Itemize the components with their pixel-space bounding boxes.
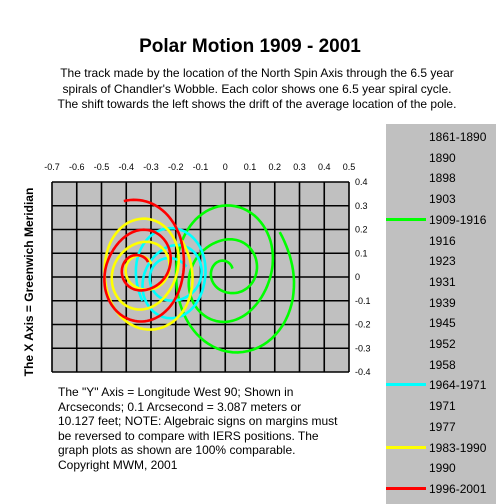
y-tick-label: -0.4: [355, 367, 371, 377]
legend-item: 1996-2001: [386, 480, 496, 498]
x-tick-label: -0.1: [193, 162, 209, 172]
legend-label: 1923: [429, 254, 456, 269]
y-tick-label: -0.1: [355, 296, 371, 306]
x-tick-label: 0: [223, 162, 228, 172]
legend-label: 1958: [429, 357, 456, 372]
legend-item: 1916: [386, 232, 496, 250]
legend-label: 1931: [429, 274, 456, 289]
legend-label: 1939: [429, 295, 456, 310]
legend-label: 1916: [429, 233, 456, 248]
footnote: The "Y" Axis = Longitude West 90; Shown …: [58, 385, 338, 472]
x-tick-label: -0.7: [44, 162, 60, 172]
x-tick-label: 0.5: [343, 162, 356, 172]
legend-label: 1945: [429, 316, 456, 331]
legend-item: 1958: [386, 356, 496, 374]
tick-labels: -0.7 -0.6 -0.5 -0.4 -0.3 -0.2 -0.1 0 0.1 0.2 0.3 0.…: [44, 162, 370, 377]
x-tick-label: -0.3: [143, 162, 159, 172]
legend-item: 1977: [386, 418, 496, 436]
legend-item: 1964-1971: [386, 376, 496, 394]
x-tick-label: 0.3: [293, 162, 306, 172]
legend-swatch: [386, 445, 426, 449]
legend-item: 1861-1890: [386, 128, 496, 146]
legend-item: 1890: [386, 149, 496, 167]
legend-item: 1909-1916: [386, 211, 496, 229]
legend-label: 1903: [429, 192, 456, 207]
legend: 1861-1890 1890 1898 1903 1909-1916 1916 1923 19…: [386, 124, 496, 504]
legend-item: 1923: [386, 252, 496, 270]
y-tick-label: 0.4: [355, 177, 368, 187]
x-tick-label: 0.4: [318, 162, 331, 172]
x-tick-label: -0.2: [168, 162, 184, 172]
x-tick-label: -0.5: [94, 162, 110, 172]
legend-item: 1945: [386, 314, 496, 332]
polar-motion-chart: -0.7 -0.6 -0.5 -0.4 -0.3 -0.2 -0.1 0 0.1 0.2 0.3 0.…: [22, 162, 371, 377]
legend-item: 1990: [386, 459, 496, 477]
y-tick-label: -0.3: [355, 343, 371, 353]
legend-label: 1996-2001: [429, 481, 487, 496]
legend-label: 1964-1971: [429, 378, 487, 393]
legend-label: 1971: [429, 399, 456, 414]
legend-item: 1898: [386, 169, 496, 187]
x-tick-label: 0.1: [244, 162, 257, 172]
series-1964-1971: [134, 226, 207, 320]
chart-subtitle: The track made by the location of the No…: [57, 66, 457, 111]
y-tick-label: 0.2: [355, 225, 368, 235]
legend-swatch: [386, 383, 426, 387]
legend-item: 1931: [386, 273, 496, 291]
chart-title: Polar Motion 1909 - 2001: [139, 36, 361, 57]
legend-label: 1890: [429, 150, 456, 165]
legend-item: 1903: [386, 190, 496, 208]
legend-swatch: [386, 217, 426, 221]
x-tick-label: -0.6: [69, 162, 85, 172]
legend-item: 1983-1990: [386, 439, 496, 457]
x-tick-label: -0.4: [118, 162, 134, 172]
x-tick-label: 0.2: [268, 162, 281, 172]
series-1909-1916: [174, 204, 296, 354]
legend-label: 1990: [429, 461, 456, 476]
legend-label: 1983-1990: [429, 440, 487, 455]
legend-item: 1939: [386, 294, 496, 312]
legend-label: 1909-1916: [429, 212, 487, 227]
series-layer: [103, 198, 296, 354]
legend-swatch: [386, 486, 426, 490]
legend-item: 1971: [386, 397, 496, 415]
y-axis-label: The X Axis = Greenwich Meridian: [22, 188, 36, 377]
y-tick-label: -0.2: [355, 320, 371, 330]
legend-label: 1861-1890: [429, 130, 487, 144]
y-tick-label: 0: [355, 272, 360, 282]
series-1996-2001: [103, 198, 186, 323]
legend-label: 1898: [429, 171, 456, 186]
legend-label: 1952: [429, 337, 456, 351]
legend-item: 1952: [386, 335, 496, 353]
y-tick-label: 0.3: [355, 201, 368, 211]
y-tick-label: 0.1: [355, 248, 368, 258]
legend-label: 1977: [429, 419, 456, 434]
